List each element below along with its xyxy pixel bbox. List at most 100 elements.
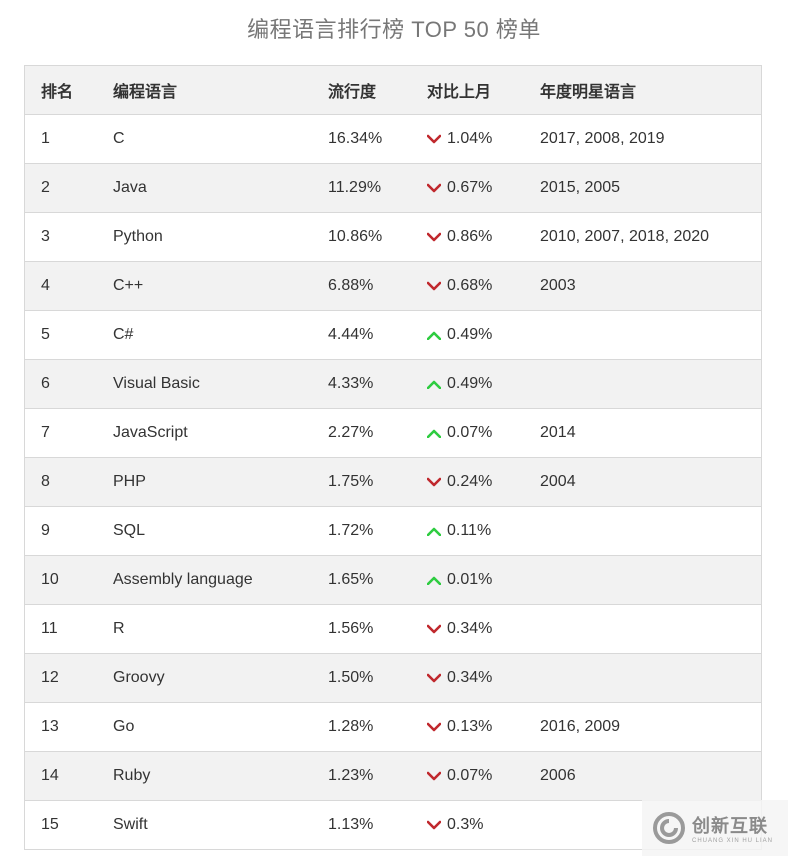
arrow-down-icon xyxy=(427,771,441,781)
table-header-row: 排名 编程语言 流行度 对比上月 年度明星语言 xyxy=(25,66,761,115)
header-star-years: 年度明星语言 xyxy=(540,84,637,101)
change-cell: 0.07% xyxy=(427,424,540,442)
header-rank: 排名 xyxy=(41,84,74,101)
ranking-table: 排名 编程语言 流行度 对比上月 年度明星语言 1 C 16.34% 1.04% 201… xyxy=(24,65,762,850)
arrow-up-icon xyxy=(427,575,441,585)
page-title: 编程语言排行榜 TOP 50 榜单 xyxy=(247,17,541,42)
arrow-up-icon xyxy=(427,526,441,536)
change-value: 0.07% xyxy=(447,424,493,441)
star-years-cell: 2015, 2005 xyxy=(540,179,621,196)
arrow-up-icon xyxy=(427,330,441,340)
rank-cell: 4 xyxy=(41,277,50,294)
star-years-cell: 2014 xyxy=(540,424,576,441)
change-value: 0.13% xyxy=(447,718,493,735)
table-row: 2 Java 11.29% 0.67% 2015, 2005 xyxy=(25,164,761,213)
table-body: 1 C 16.34% 1.04% 2017, 2008, 2019 2 Java 11.29%… xyxy=(25,115,761,850)
table-row: 5 C# 4.44% 0.49% xyxy=(25,311,761,360)
language-cell: SQL xyxy=(113,522,146,539)
language-cell: R xyxy=(113,620,125,637)
change-cell: 0.49% xyxy=(427,375,540,393)
change-cell: 0.49% xyxy=(427,326,540,344)
popularity-cell: 1.50% xyxy=(328,669,374,686)
change-value: 0.07% xyxy=(447,767,493,784)
table-row: 10 Assembly language 1.65% 0.01% xyxy=(25,556,761,605)
language-cell: C++ xyxy=(113,277,144,294)
arrow-down-icon xyxy=(427,477,441,487)
arrow-down-icon xyxy=(427,232,441,242)
language-cell: C# xyxy=(113,326,134,343)
rank-cell: 9 xyxy=(41,522,50,539)
table-row: 12 Groovy 1.50% 0.34% xyxy=(25,654,761,703)
change-cell: 0.13% xyxy=(427,718,540,736)
arrow-up-icon xyxy=(427,428,441,438)
table-row: 7 JavaScript 2.27% 0.07% 2014 xyxy=(25,409,761,458)
arrow-down-icon xyxy=(427,624,441,634)
language-cell: Swift xyxy=(113,816,148,833)
change-value: 1.04% xyxy=(447,130,493,147)
language-cell: Assembly language xyxy=(113,571,253,588)
star-years-cell: 2006 xyxy=(540,767,576,784)
rank-cell: 15 xyxy=(41,816,59,833)
header-popularity: 流行度 xyxy=(328,84,377,101)
popularity-cell: 1.56% xyxy=(328,620,374,637)
change-cell: 0.3% xyxy=(427,816,540,834)
rank-cell: 2 xyxy=(41,179,50,196)
language-cell: Go xyxy=(113,718,135,735)
table-row: 15 Swift 1.13% 0.3% xyxy=(25,801,761,850)
change-value: 0.34% xyxy=(447,620,493,637)
language-cell: C xyxy=(113,130,125,147)
rank-cell: 1 xyxy=(41,130,50,147)
arrow-down-icon xyxy=(427,673,441,683)
language-cell: Groovy xyxy=(113,669,165,686)
table-row: 14 Ruby 1.23% 0.07% 2006 xyxy=(25,752,761,801)
popularity-cell: 2.27% xyxy=(328,424,374,441)
table-row: 4 C++ 6.88% 0.68% 2003 xyxy=(25,262,761,311)
popularity-cell: 1.75% xyxy=(328,473,374,490)
change-value: 0.3% xyxy=(447,816,484,833)
language-cell: PHP xyxy=(113,473,146,490)
table-row: 6 Visual Basic 4.33% 0.49% xyxy=(25,360,761,409)
change-cell: 0.68% xyxy=(427,277,540,295)
change-cell: 0.34% xyxy=(427,669,540,687)
popularity-cell: 10.86% xyxy=(328,228,383,245)
arrow-down-icon xyxy=(427,281,441,291)
star-years-cell: 2017, 2008, 2019 xyxy=(540,130,665,147)
header-language: 编程语言 xyxy=(113,84,178,101)
language-cell: Visual Basic xyxy=(113,375,200,392)
star-years-cell: 2003 xyxy=(540,277,576,294)
table-row: 1 C 16.34% 1.04% 2017, 2008, 2019 xyxy=(25,115,761,164)
change-value: 0.67% xyxy=(447,179,493,196)
change-value: 0.34% xyxy=(447,669,493,686)
language-cell: Python xyxy=(113,228,163,245)
change-cell: 0.34% xyxy=(427,620,540,638)
rank-cell: 14 xyxy=(41,767,59,784)
popularity-cell: 1.72% xyxy=(328,522,374,539)
popularity-cell: 6.88% xyxy=(328,277,374,294)
change-cell: 0.86% xyxy=(427,228,540,246)
popularity-cell: 16.34% xyxy=(328,130,383,147)
change-value: 0.01% xyxy=(447,571,493,588)
rank-cell: 5 xyxy=(41,326,50,343)
change-value: 0.86% xyxy=(447,228,493,245)
popularity-cell: 1.28% xyxy=(328,718,374,735)
rank-cell: 7 xyxy=(41,424,50,441)
rank-cell: 11 xyxy=(41,620,58,637)
language-cell: JavaScript xyxy=(113,424,188,441)
popularity-cell: 1.65% xyxy=(328,571,374,588)
table-row: 8 PHP 1.75% 0.24% 2004 xyxy=(25,458,761,507)
watermark-text: 创新互联 xyxy=(692,816,768,836)
brand-logo-icon xyxy=(653,812,685,844)
arrow-down-icon xyxy=(427,134,441,144)
popularity-cell: 1.13% xyxy=(328,816,374,833)
change-value: 0.49% xyxy=(447,375,493,392)
popularity-cell: 1.23% xyxy=(328,767,374,784)
popularity-cell: 11.29% xyxy=(328,179,382,196)
change-value: 0.49% xyxy=(447,326,493,343)
change-cell: 1.04% xyxy=(427,130,540,148)
table-row: 13 Go 1.28% 0.13% 2016, 2009 xyxy=(25,703,761,752)
arrow-up-icon xyxy=(427,379,441,389)
popularity-cell: 4.44% xyxy=(328,326,374,343)
table-row: 9 SQL 1.72% 0.11% xyxy=(25,507,761,556)
language-cell: Ruby xyxy=(113,767,151,784)
table-row: 11 R 1.56% 0.34% xyxy=(25,605,761,654)
